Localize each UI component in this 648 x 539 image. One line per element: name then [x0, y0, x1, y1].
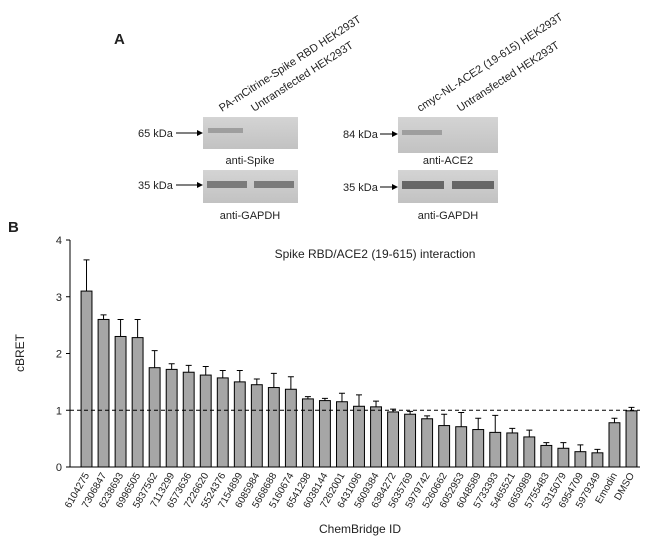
band: [208, 128, 243, 133]
bar: [353, 405, 365, 468]
error-bar: [543, 442, 550, 446]
error-bar: [509, 427, 516, 433]
error-bar: [304, 396, 311, 399]
bar: [404, 413, 417, 468]
y-tick-label: 4: [56, 235, 62, 247]
error-bar: [338, 392, 345, 402]
error-bar: [407, 410, 414, 415]
error-bar: [185, 364, 192, 373]
antibody-label: anti-GAPDH: [418, 210, 479, 222]
error-bar: [219, 370, 226, 378]
lane-label: cmyc-NL-ACE2 (19-615) HEK293T: [415, 11, 565, 114]
bar: [506, 432, 519, 468]
bar: [472, 429, 485, 468]
band: [207, 181, 247, 188]
marker-label: 84 kDa: [343, 129, 379, 141]
bar: [489, 431, 502, 468]
error-bar: [287, 376, 294, 390]
y-tick-label: 0: [56, 462, 62, 474]
bar: [114, 335, 127, 468]
antibody-label: anti-ACE2: [423, 155, 473, 167]
y-tick-label: 2: [56, 349, 62, 361]
error-bar: [560, 442, 567, 449]
error-bar: [458, 412, 465, 427]
bar: [370, 406, 382, 468]
bar: [421, 418, 434, 468]
bar: [267, 387, 280, 468]
bar: [387, 411, 400, 468]
bar: [148, 367, 161, 468]
chart-title: Spike RBD/ACE2 (19-615) interaction: [275, 247, 476, 261]
bar: [438, 425, 451, 468]
bar: [284, 388, 297, 468]
x-axis-title: ChemBridge ID: [319, 522, 401, 536]
panel-label: A: [114, 31, 125, 48]
band: [402, 130, 442, 135]
bar: [608, 422, 621, 468]
bar: [250, 384, 263, 468]
lane-label: PA-mCitrine-Spike RBD HEK293T: [217, 14, 364, 115]
error-bar: [441, 413, 448, 426]
error-bar: [151, 350, 158, 368]
error-bar: [611, 417, 618, 423]
error-bar: [236, 370, 243, 382]
bar: [182, 371, 195, 468]
error-bar: [253, 378, 260, 385]
band: [452, 181, 494, 189]
bar: [557, 447, 570, 468]
bar: [131, 337, 144, 468]
error-bar: [577, 444, 584, 452]
bar: [540, 444, 553, 468]
antibody-label: anti-Spike: [226, 155, 275, 167]
y-tick-label: 1: [56, 405, 62, 417]
bar: [523, 436, 536, 468]
error-bar: [168, 363, 175, 370]
error-bar: [270, 372, 277, 388]
error-bar: [100, 314, 107, 320]
error-bar: [594, 448, 601, 453]
error-bar: [202, 366, 209, 376]
error-bar: [373, 400, 380, 407]
bar: [591, 452, 604, 468]
marker-label: 65 kDa: [138, 128, 174, 140]
bar: [216, 377, 229, 468]
bar: [165, 368, 178, 468]
error-bar: [83, 259, 90, 292]
bar: [301, 398, 314, 468]
error-bar: [117, 318, 124, 337]
error-bar: [356, 394, 362, 407]
marker-label: 35 kDa: [138, 180, 174, 192]
bar: [199, 374, 212, 468]
bar: [233, 381, 246, 468]
bar: [80, 290, 93, 468]
band: [402, 181, 444, 189]
band: [254, 181, 294, 188]
marker-label: 35 kDa: [343, 182, 379, 194]
y-axis-title: cBRET: [13, 333, 27, 372]
bar: [336, 401, 348, 468]
bar: [455, 426, 468, 468]
bar: [625, 410, 638, 468]
y-tick-label: 3: [56, 292, 62, 304]
error-bar: [526, 429, 533, 437]
error-bar: [492, 414, 499, 433]
bar: [574, 451, 587, 468]
error-bar: [475, 417, 482, 430]
error-bar: [134, 318, 141, 338]
error-bar: [321, 397, 328, 401]
antibody-label: anti-GAPDH: [220, 210, 281, 222]
error-bar: [424, 415, 431, 419]
panel-label: B: [8, 219, 19, 236]
bar: [97, 318, 110, 468]
